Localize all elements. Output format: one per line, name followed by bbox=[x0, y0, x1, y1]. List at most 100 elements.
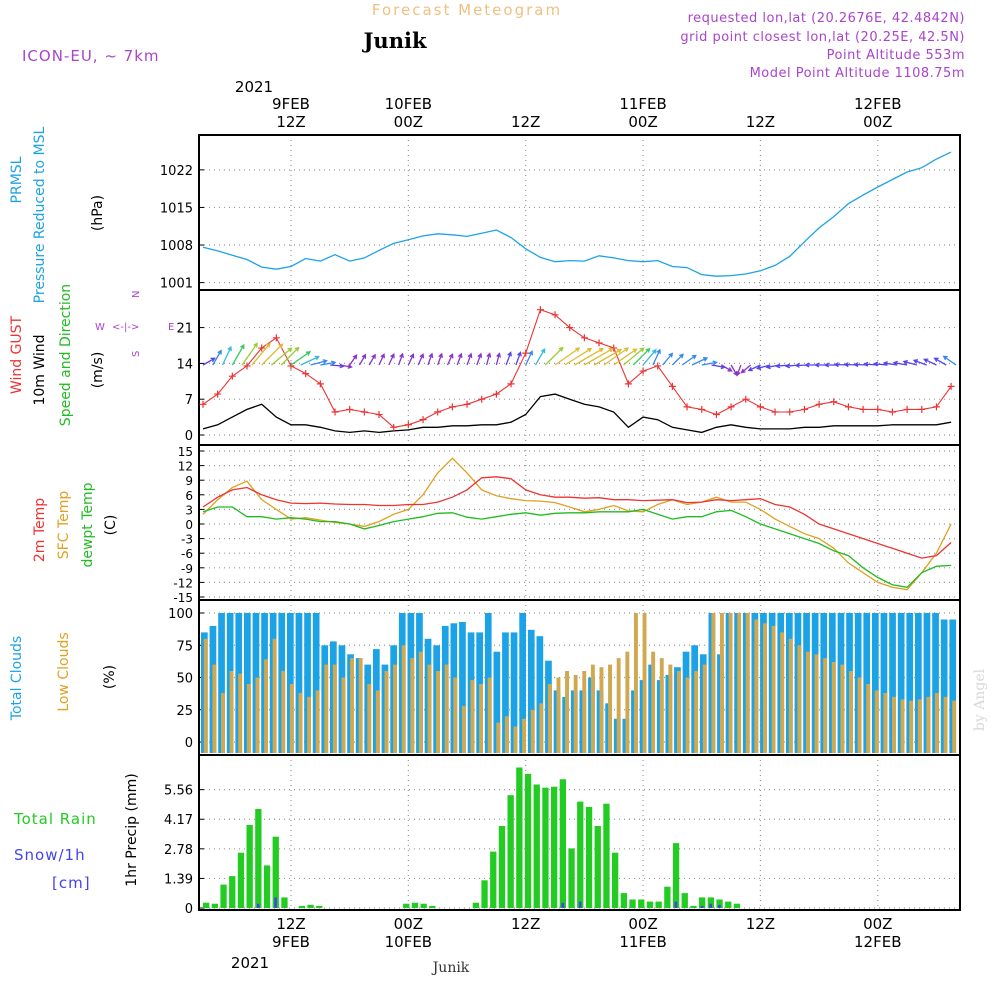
compass-lines: <-|-> bbox=[112, 322, 139, 333]
low-cloud-bar bbox=[797, 645, 802, 754]
rain-bar bbox=[716, 899, 723, 908]
wind-arrow bbox=[271, 347, 293, 366]
rain-bar bbox=[646, 901, 654, 908]
low-cloud-bar bbox=[814, 654, 819, 753]
rain-bar bbox=[542, 787, 549, 908]
ytick-label: 1008 bbox=[160, 239, 193, 254]
rain-bar bbox=[664, 886, 671, 908]
total-cloud-bar bbox=[218, 613, 225, 753]
gust-marker bbox=[214, 390, 222, 398]
gust-marker bbox=[375, 411, 383, 419]
rain-bar bbox=[246, 825, 253, 908]
rain-bar bbox=[429, 905, 436, 908]
low-cloud-bar bbox=[324, 664, 329, 753]
gust-marker bbox=[859, 405, 867, 413]
ytick-label: 12 bbox=[178, 460, 193, 474]
panel-frame bbox=[198, 444, 961, 601]
wind-arrow bbox=[320, 360, 337, 366]
wind-compass: N W E S <-|-> bbox=[95, 291, 174, 357]
wind-arrow bbox=[882, 361, 898, 367]
low-cloud-bar bbox=[264, 659, 268, 753]
wind-arrow bbox=[407, 353, 415, 366]
bottom-year: 2021 bbox=[231, 954, 269, 972]
gust-marker bbox=[947, 382, 955, 390]
ytick-label: 1.39 bbox=[164, 872, 193, 887]
wind-arrow bbox=[942, 355, 957, 366]
top-date-label: 9FEB bbox=[272, 95, 310, 113]
gust-marker bbox=[874, 405, 882, 413]
wind-arrow bbox=[671, 353, 684, 366]
low-cloud-bar bbox=[823, 658, 828, 753]
compass-n: N bbox=[131, 291, 142, 298]
gust-marker bbox=[243, 362, 251, 370]
wind-arrow bbox=[466, 352, 473, 366]
low-cloud-bar bbox=[298, 693, 303, 753]
cloud-unit: (%) bbox=[102, 665, 118, 689]
compass-e: E bbox=[168, 322, 174, 333]
total-cloud-bar bbox=[295, 613, 303, 753]
wind-arrow bbox=[397, 352, 404, 366]
wind-arrow bbox=[456, 352, 463, 366]
total-cloud-bar bbox=[519, 613, 526, 753]
rain-bar bbox=[533, 784, 540, 908]
rain-bar bbox=[629, 899, 636, 908]
total-cloud-bar bbox=[880, 613, 888, 753]
rain-bar bbox=[420, 903, 427, 908]
low-cloud-bar bbox=[229, 671, 234, 753]
compass-w: W bbox=[95, 322, 105, 333]
wind-arrow bbox=[613, 348, 638, 366]
low-cloud-bar bbox=[952, 700, 957, 753]
low-cloud-bar bbox=[608, 664, 612, 753]
total-cloud-bar bbox=[459, 622, 466, 753]
gust-marker bbox=[742, 395, 750, 403]
low-cloud-bar bbox=[573, 674, 578, 753]
wind-arrow bbox=[202, 357, 216, 366]
gust-marker bbox=[639, 367, 647, 375]
wind-arrow bbox=[730, 364, 738, 377]
rain-bar bbox=[237, 852, 245, 908]
gust-marker bbox=[522, 349, 530, 357]
temp-ylabel-2m: 2m Temp bbox=[32, 498, 48, 562]
ytick-label: 0 bbox=[185, 902, 193, 917]
gust-marker bbox=[419, 416, 427, 424]
gust-marker bbox=[272, 334, 280, 342]
model-altitude: Model Point Altitude 1108.75m bbox=[750, 66, 965, 81]
low-cloud-bar bbox=[332, 664, 337, 753]
ytick-label: -12 bbox=[173, 576, 193, 590]
wind-arrow bbox=[574, 348, 604, 366]
rain-bar bbox=[211, 903, 218, 908]
compass-s: S bbox=[131, 351, 142, 357]
wind-arrow bbox=[339, 364, 353, 369]
low-cloud-bar bbox=[470, 680, 475, 753]
low-cloud-bar bbox=[771, 625, 776, 753]
low-cloud-bar bbox=[711, 613, 716, 753]
total-cloud-bar bbox=[502, 632, 509, 753]
wind-arrow bbox=[290, 351, 312, 366]
panel-frame bbox=[198, 134, 961, 291]
cloud-ylabel-total: Total Clouds bbox=[9, 636, 25, 721]
total-cloud-bar bbox=[536, 636, 544, 753]
wind-arrow bbox=[525, 350, 533, 366]
low-cloud-bar bbox=[410, 658, 415, 753]
rain-bar bbox=[272, 836, 279, 908]
temp-ylabel-dewpt: dewpt Temp bbox=[80, 482, 96, 567]
gust-marker bbox=[815, 400, 823, 408]
low-cloud-bar bbox=[401, 645, 406, 754]
gust-marker bbox=[756, 403, 764, 411]
wind10m-line bbox=[202, 393, 952, 434]
total-cloud-bar bbox=[940, 619, 948, 753]
low-cloud-bar bbox=[857, 677, 862, 753]
low-cloud-bar bbox=[883, 693, 888, 753]
cloud-ylabel-low: Low Clouds bbox=[56, 632, 72, 711]
dewpt-line bbox=[202, 506, 952, 588]
panel-frame bbox=[198, 754, 961, 911]
rain-bar bbox=[403, 903, 410, 908]
rain-bar bbox=[229, 876, 236, 908]
rain-bar bbox=[551, 786, 558, 908]
rain-bar bbox=[603, 803, 610, 908]
low-cloud-bar bbox=[272, 638, 277, 753]
rain-bar bbox=[498, 826, 506, 908]
snow-bar bbox=[274, 897, 277, 908]
wind-arrow bbox=[349, 354, 358, 366]
snow-bar bbox=[578, 901, 582, 908]
